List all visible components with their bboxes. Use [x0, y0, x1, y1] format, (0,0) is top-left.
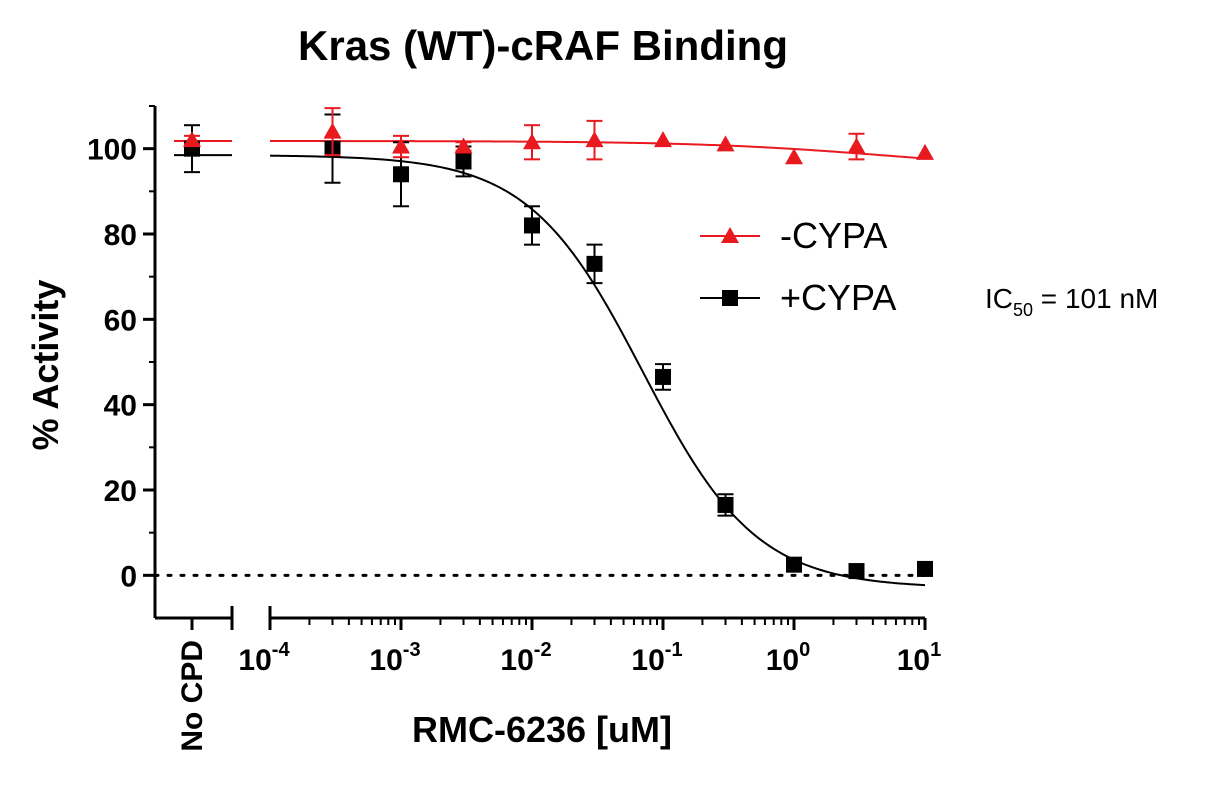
x-tick-label-base: 10	[369, 644, 402, 677]
data-point	[654, 131, 672, 148]
x-tick-label: 10-1	[631, 639, 682, 677]
x-tick-label-exponent: -1	[665, 639, 683, 661]
x-tick-label-exponent: -2	[534, 639, 552, 661]
data-point	[392, 137, 410, 154]
ic50-annotation-prefix: IC	[985, 283, 1013, 314]
legend: -CYPA +CYPA	[700, 215, 896, 318]
data-point	[524, 217, 540, 234]
x-tick-label-base: 10	[766, 644, 799, 677]
data-point	[716, 135, 735, 152]
data-point	[848, 563, 865, 580]
y-tick-label: 80	[104, 219, 137, 252]
legend-label: +CYPA	[780, 277, 896, 318]
x-tick-label: 100	[766, 639, 811, 677]
data-point	[847, 137, 866, 154]
data-point-no-cpd	[183, 131, 201, 148]
data-point	[455, 153, 472, 170]
data-point	[523, 133, 541, 150]
series-0	[183, 107, 934, 165]
x-tick-label-exponent: 1	[930, 639, 941, 661]
data-point	[916, 143, 934, 160]
legend-label: -CYPA	[780, 215, 887, 256]
legend-marker	[721, 227, 739, 243]
data-point	[454, 137, 473, 154]
y-tick-label: 20	[104, 475, 137, 508]
x-tick-label-base: 10	[897, 644, 930, 677]
x-tick-label-base: 10	[631, 644, 664, 677]
data-point	[323, 122, 342, 139]
data-point	[717, 496, 734, 513]
series-1	[184, 113, 933, 580]
x-tick-label: 10-4	[238, 639, 290, 677]
x-tick-label-exponent: 0	[799, 639, 810, 661]
fit-curves	[174, 139, 926, 587]
x-tick-label: 101	[897, 639, 942, 677]
x-tick-label: 10-2	[500, 639, 551, 677]
chart-title: Kras (WT)-cRAF Binding	[298, 22, 788, 69]
y-tick-label: 100	[87, 134, 137, 167]
x-tick-label: 10-3	[369, 639, 420, 677]
y-axis-label: % Activity	[25, 280, 66, 451]
data-point	[786, 556, 802, 573]
x-tick-label-base: 10	[500, 644, 533, 677]
data-point	[585, 131, 604, 148]
data-point	[917, 560, 933, 577]
y-tick-label: 0	[120, 560, 137, 593]
data-point	[393, 166, 409, 183]
y-tick-label: 60	[104, 304, 137, 337]
data-point	[655, 368, 671, 385]
data-point	[586, 255, 603, 272]
ic50-annotation-value: = 101 nM	[1033, 283, 1158, 314]
x-tick-label-exponent: -3	[403, 639, 421, 661]
y-tick-label: 40	[104, 390, 137, 423]
data-points	[183, 107, 934, 580]
x-tick-label-no-cpd: No CPD	[176, 640, 209, 752]
x-axis-label: RMC-6236 [uM]	[412, 709, 672, 750]
x-tick-label-exponent: -4	[272, 639, 291, 661]
ic50-annotation-subscript: 50	[1013, 300, 1033, 320]
ic50-annotation: IC50 = 101 nM	[985, 283, 1158, 320]
fit-curve-1	[269, 154, 926, 587]
x-tick-label-base: 10	[238, 644, 271, 677]
data-point	[785, 148, 803, 165]
legend-marker	[722, 290, 738, 306]
